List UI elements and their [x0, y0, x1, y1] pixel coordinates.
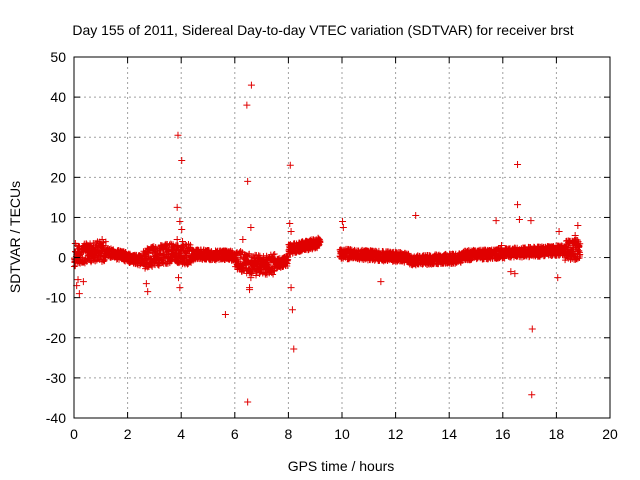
data-point	[412, 211, 420, 219]
data-point	[339, 223, 347, 231]
y-tick-label: -10	[46, 290, 66, 306]
band-point	[577, 240, 584, 247]
data-point	[514, 160, 522, 168]
data-point	[246, 284, 254, 292]
x-tick-label: 16	[495, 426, 511, 442]
y-tick-label: 50	[50, 49, 66, 65]
data-point	[527, 217, 535, 225]
data-points	[71, 81, 582, 406]
data-point	[286, 161, 294, 169]
data-point	[98, 236, 106, 244]
x-tick-label: 18	[549, 426, 565, 442]
data-point	[247, 274, 255, 282]
data-point	[247, 223, 255, 231]
data-point	[221, 311, 229, 319]
band-point	[174, 242, 181, 249]
band-point	[259, 270, 266, 277]
band-point	[102, 256, 109, 263]
y-tick-label: -40	[46, 410, 66, 426]
band-point	[285, 256, 292, 263]
data-point	[173, 236, 181, 244]
x-tick-label: 20	[602, 426, 618, 442]
data-point	[287, 227, 295, 235]
data-point	[507, 268, 515, 276]
data-point	[287, 284, 295, 292]
data-point	[339, 217, 347, 225]
data-point	[75, 290, 83, 298]
data-point	[175, 274, 183, 282]
chart-title: Day 155 of 2011, Sidereal Day-to-day VTE…	[72, 22, 573, 38]
y-axis-label: SDTVAR / TECUs	[7, 181, 23, 293]
y-tick-label: 0	[58, 250, 66, 266]
band-point	[246, 250, 253, 257]
data-point	[71, 240, 79, 248]
data-point	[244, 177, 252, 185]
data-point	[144, 288, 152, 296]
x-tick-label: 6	[231, 426, 239, 442]
data-point	[179, 238, 187, 246]
band-point	[271, 267, 278, 274]
band-point	[83, 241, 90, 248]
data-point	[286, 219, 294, 227]
x-tick-label: 0	[70, 426, 78, 442]
data-point	[492, 217, 500, 225]
data-point	[174, 131, 182, 139]
band-point	[317, 238, 324, 245]
data-point	[178, 156, 186, 164]
band-point	[237, 254, 244, 261]
band-point	[270, 271, 277, 278]
data-point	[173, 203, 181, 211]
data-band	[71, 234, 584, 279]
band-point	[577, 251, 584, 258]
x-tick-label: 14	[441, 426, 457, 442]
x-tick-label: 2	[124, 426, 132, 442]
grid-lines	[74, 57, 610, 418]
band-point	[271, 251, 278, 258]
data-point	[515, 215, 523, 223]
band-point	[249, 270, 256, 277]
band-point	[146, 247, 153, 254]
data-point	[511, 270, 519, 278]
data-point	[79, 278, 87, 286]
band-point	[270, 251, 277, 258]
data-point	[528, 391, 536, 399]
data-point	[514, 201, 522, 209]
data-point	[528, 325, 536, 333]
data-point	[571, 231, 579, 239]
data-point	[176, 217, 184, 225]
x-tick-label: 8	[285, 426, 293, 442]
data-point	[244, 398, 252, 406]
y-tick-label: -20	[46, 330, 66, 346]
x-axis-ticks: 0 2 4 6 8 10 12 14 16 18 20	[70, 57, 618, 442]
data-point	[239, 236, 247, 244]
data-point	[288, 306, 296, 314]
y-tick-label: 20	[50, 169, 66, 185]
data-point	[497, 242, 505, 250]
y-tick-label: -30	[46, 370, 66, 386]
x-tick-label: 12	[388, 426, 404, 442]
band-point	[573, 256, 580, 263]
data-point	[247, 81, 255, 89]
data-point	[176, 284, 184, 292]
y-tick-label: 40	[50, 89, 66, 105]
data-point	[142, 280, 150, 288]
x-axis-label: GPS time / hours	[288, 458, 395, 474]
data-point	[377, 278, 385, 286]
data-point	[555, 227, 563, 235]
data-point	[178, 225, 186, 233]
y-tick-label: 10	[50, 209, 66, 225]
data-point	[290, 345, 298, 353]
data-point	[574, 221, 582, 229]
data-point	[554, 274, 562, 282]
x-tick-label: 10	[334, 426, 350, 442]
y-tick-label: 30	[50, 129, 66, 145]
data-point	[74, 276, 82, 284]
band-point	[157, 250, 164, 257]
data-point	[243, 101, 251, 109]
x-tick-label: 4	[177, 426, 185, 442]
y-axis-ticks: -40 -30 -20 -10 0 10 20 30 40 50	[46, 49, 610, 426]
